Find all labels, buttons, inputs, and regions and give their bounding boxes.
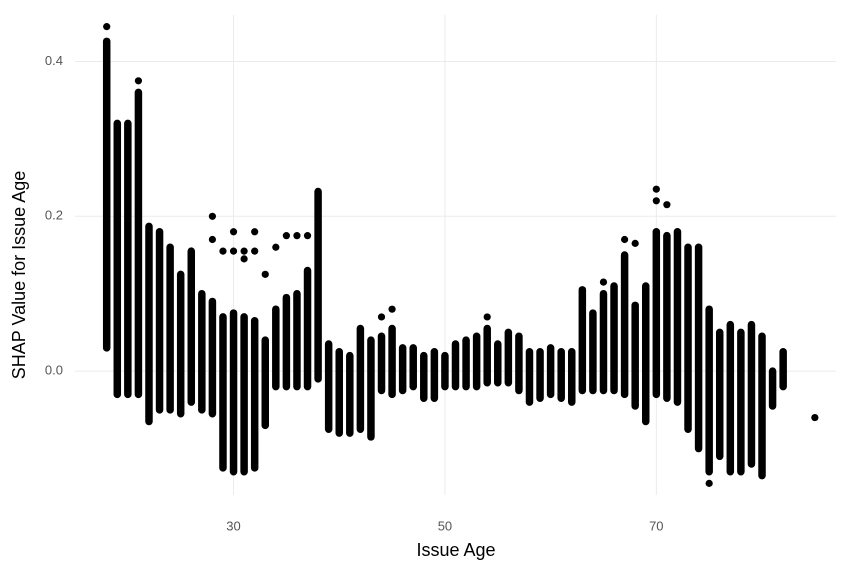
- point: [377, 313, 386, 321]
- point: [663, 201, 671, 209]
- point: [208, 235, 217, 244]
- x-axis-title: Issue Age: [416, 540, 495, 560]
- point: [282, 232, 290, 240]
- point: [705, 479, 713, 487]
- point: [621, 235, 629, 244]
- x-tick-label: 30: [226, 518, 240, 533]
- point: [599, 278, 608, 286]
- y-axis-title: SHAP Value for Issue Age: [9, 171, 29, 379]
- point: [208, 212, 217, 220]
- point: [483, 313, 491, 321]
- point: [240, 247, 248, 255]
- y-tick-label: 0.2: [45, 208, 63, 223]
- point: [251, 228, 259, 236]
- x-tick-label: 50: [438, 518, 452, 533]
- point: [652, 185, 660, 193]
- point: [251, 247, 259, 255]
- point: [631, 239, 639, 247]
- point: [229, 247, 238, 255]
- point: [229, 228, 238, 236]
- point: [388, 305, 396, 313]
- point: [240, 255, 248, 263]
- point: [303, 232, 312, 240]
- point: [293, 232, 301, 240]
- point: [652, 197, 660, 205]
- point: [134, 77, 143, 85]
- point: [272, 243, 280, 251]
- x-tick-label: 70: [649, 518, 663, 533]
- point: [103, 23, 111, 31]
- point: [219, 247, 227, 255]
- point: [811, 413, 819, 422]
- y-tick-label: 0.4: [45, 53, 63, 68]
- y-tick-label: 0.0: [45, 363, 63, 378]
- point: [261, 270, 269, 278]
